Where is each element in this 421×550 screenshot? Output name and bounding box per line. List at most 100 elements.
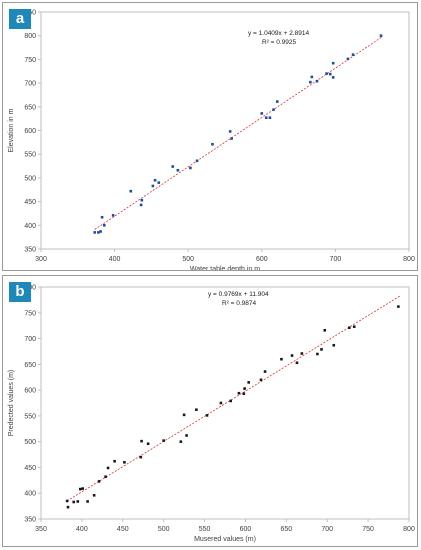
data-point	[295, 361, 299, 365]
panel-label-a: a	[9, 9, 31, 29]
x-tick-label: 350	[35, 526, 47, 533]
data-point	[397, 305, 400, 308]
data-point	[264, 116, 268, 120]
y-tick-label: 700	[24, 81, 36, 88]
data-point	[352, 325, 356, 328]
data-point	[86, 500, 89, 503]
x-tick-label: 550	[199, 526, 211, 533]
data-point	[351, 53, 355, 56]
x-tick-label: 300	[35, 256, 47, 263]
data-point	[230, 137, 233, 140]
y-axis-title: Predected values (m)	[8, 370, 15, 437]
data-point	[331, 76, 335, 79]
y-tick-label: 650	[24, 104, 36, 111]
data-point	[323, 329, 327, 332]
data-point	[146, 442, 150, 446]
data-point	[275, 100, 279, 103]
x-tick-label: 700	[321, 526, 333, 533]
data-point	[263, 370, 267, 373]
y-tick-label: 450	[24, 199, 36, 206]
data-point	[97, 480, 101, 483]
data-point	[93, 231, 97, 234]
data-point	[106, 466, 110, 470]
chart-panel-b: 350 400 450 500 550 600 650 700 750 800 350 400 450 5…	[2, 275, 418, 547]
scatter-plot-a: 300 400 500 600 700 800 350 400 450 500 550 600 650 7…	[8, 10, 415, 271]
x-axis-title: Musered values (m)	[194, 536, 256, 543]
data-point	[76, 500, 80, 503]
data-point	[65, 499, 69, 503]
data-point	[185, 434, 188, 437]
data-point	[179, 440, 183, 443]
data-point	[268, 116, 272, 120]
data-point	[195, 408, 198, 412]
data-point	[331, 61, 335, 65]
data-point	[346, 57, 350, 61]
data-point	[379, 34, 383, 37]
data-point	[153, 178, 157, 182]
plot-area	[40, 286, 410, 520]
data-point	[162, 439, 165, 442]
data-point	[348, 326, 351, 330]
x-tick-label: 750	[362, 526, 374, 533]
scatter-plot-b: 350 400 450 500 550 600 650 700 750 800 350 400 450 5…	[8, 285, 415, 544]
x-axis-title: Water table depth in m	[190, 266, 260, 270]
data-point	[72, 500, 76, 504]
x-tick-label: 400	[109, 256, 121, 263]
data-point	[104, 475, 107, 479]
data-point	[92, 493, 96, 497]
y-tick-label: 650	[24, 362, 36, 369]
y-tick-label: 550	[24, 152, 36, 159]
data-point	[242, 392, 246, 396]
chart-panel-a: 300 400 500 600 700 800 350 400 450 500 550 600 650 7…	[2, 2, 418, 271]
data-point	[99, 230, 102, 233]
data-point	[228, 130, 232, 133]
data-point	[328, 72, 332, 76]
data-point	[272, 108, 275, 111]
data-point	[140, 198, 144, 202]
y-tick-label: 600	[24, 388, 36, 395]
data-point	[113, 459, 116, 463]
data-point	[219, 401, 223, 405]
data-point	[78, 487, 82, 491]
x-tick-label: 500	[158, 526, 170, 533]
data-point	[310, 75, 314, 79]
trendline-equation: y = 0.9769x + 11.904	[208, 291, 269, 298]
x-tick-label: 800	[403, 256, 415, 263]
data-point	[102, 224, 106, 227]
data-point	[140, 439, 143, 443]
data-point	[97, 231, 100, 234]
y-tick-label: 700	[24, 336, 36, 343]
y-tick-label: 400	[24, 491, 36, 498]
y-tick-label: 500	[24, 175, 36, 182]
x-tick-label: 600	[256, 256, 268, 263]
data-point	[300, 352, 304, 355]
data-point	[171, 165, 175, 168]
data-point	[259, 378, 263, 382]
r-squared-label: R² = 0.9925	[262, 39, 297, 46]
data-point	[247, 381, 251, 384]
data-point	[290, 354, 294, 357]
data-point	[211, 142, 214, 146]
trendline	[94, 36, 382, 230]
y-tick-label: 600	[24, 128, 36, 135]
x-tick-label: 700	[330, 256, 342, 263]
panel-label-b: b	[9, 282, 31, 302]
data-point	[316, 352, 319, 356]
data-point	[129, 189, 133, 193]
y-tick-label: 550	[24, 413, 36, 420]
trendline	[66, 295, 402, 502]
data-point	[151, 184, 155, 188]
y-tick-label: 800	[24, 33, 36, 40]
y-tick-label: 750	[24, 310, 36, 317]
data-point	[320, 348, 323, 351]
y-tick-label: 450	[24, 465, 36, 472]
trendline-equation: y = 1.0409x + 2.8914	[248, 30, 309, 37]
data-point	[280, 357, 283, 361]
x-tick-label: 800	[403, 526, 415, 533]
data-point	[205, 414, 209, 417]
data-point	[100, 215, 104, 219]
data-point	[111, 214, 115, 217]
y-tick-label: 750	[24, 57, 36, 64]
data-point	[332, 343, 336, 347]
